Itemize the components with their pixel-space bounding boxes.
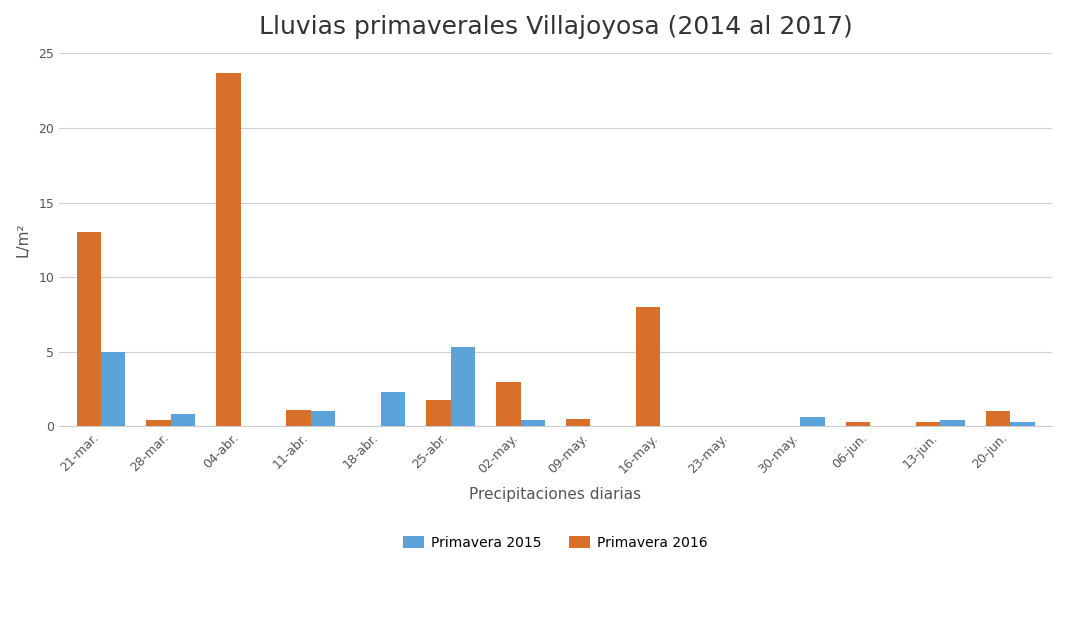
Bar [286, 410, 310, 426]
Bar [426, 399, 450, 426]
Bar [171, 415, 195, 426]
X-axis label: Precipitaciones diarias: Precipitaciones diarias [469, 487, 641, 502]
Bar [496, 381, 521, 426]
Bar [381, 392, 405, 426]
Bar [77, 232, 101, 426]
Bar [636, 307, 660, 426]
Y-axis label: L/m²: L/m² [15, 223, 30, 257]
Bar [310, 412, 335, 426]
Bar [566, 419, 590, 426]
Bar [846, 422, 871, 426]
Bar [915, 422, 940, 426]
Bar [217, 73, 241, 426]
Bar [521, 420, 545, 426]
Bar [800, 417, 825, 426]
Bar [101, 352, 126, 426]
Bar [940, 420, 965, 426]
Title: Lluvias primaverales Villajoyosa (2014 al 2017): Lluvias primaverales Villajoyosa (2014 a… [258, 15, 853, 39]
Bar [986, 412, 1010, 426]
Legend: Primavera 2015, Primavera 2016: Primavera 2015, Primavera 2016 [398, 531, 714, 556]
Bar [1010, 422, 1035, 426]
Bar [450, 348, 475, 426]
Bar [146, 420, 171, 426]
